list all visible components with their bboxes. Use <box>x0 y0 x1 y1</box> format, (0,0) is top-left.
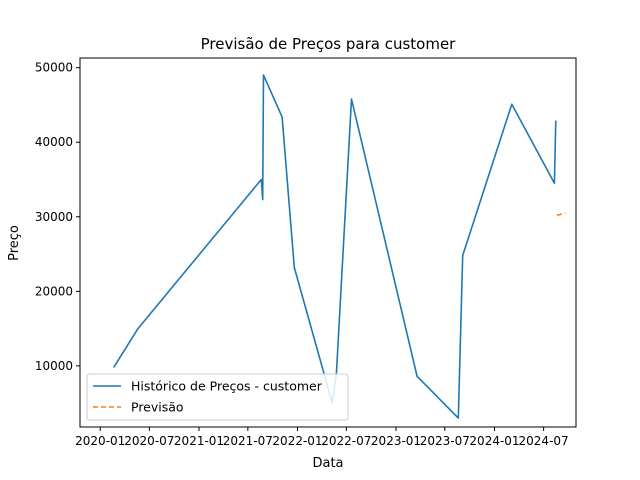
x-tick-label: 2020-01 <box>75 434 125 448</box>
x-tick-label: 2024-07 <box>519 434 569 448</box>
y-tick-label: 50000 <box>35 61 73 75</box>
x-tick-label: 2023-07 <box>420 434 470 448</box>
legend-label-0: Histórico de Preços - customer <box>131 379 323 394</box>
chart-title: Previsão de Preços para customer <box>201 35 457 53</box>
legend-label-1: Previsão <box>131 400 184 415</box>
series-line-1 <box>556 212 566 217</box>
plot-area-frame <box>79 57 577 428</box>
y-tick-label: 20000 <box>35 284 73 298</box>
x-tick-label: 2020-07 <box>124 434 174 448</box>
legend: Histórico de Preços - customer Previsão <box>86 373 349 421</box>
x-tick-label: 2022-07 <box>321 434 371 448</box>
x-tick-label: 2023-01 <box>371 434 421 448</box>
y-tick-label: 10000 <box>35 359 73 373</box>
x-tick-label: 2021-01 <box>174 434 224 448</box>
y-axis-label: Preço <box>7 225 22 261</box>
y-tick-label: 30000 <box>35 210 73 224</box>
y-axis-ticks: 10000 20000 30000 40000 50000 <box>35 61 80 373</box>
x-tick-label: 2024-01 <box>469 434 519 448</box>
y-tick-label: 40000 <box>35 135 73 149</box>
x-tick-label: 2021-07 <box>223 434 273 448</box>
x-axis-label: Data <box>312 456 343 471</box>
legend-box <box>86 373 349 421</box>
x-tick-label: 2022-01 <box>272 434 322 448</box>
